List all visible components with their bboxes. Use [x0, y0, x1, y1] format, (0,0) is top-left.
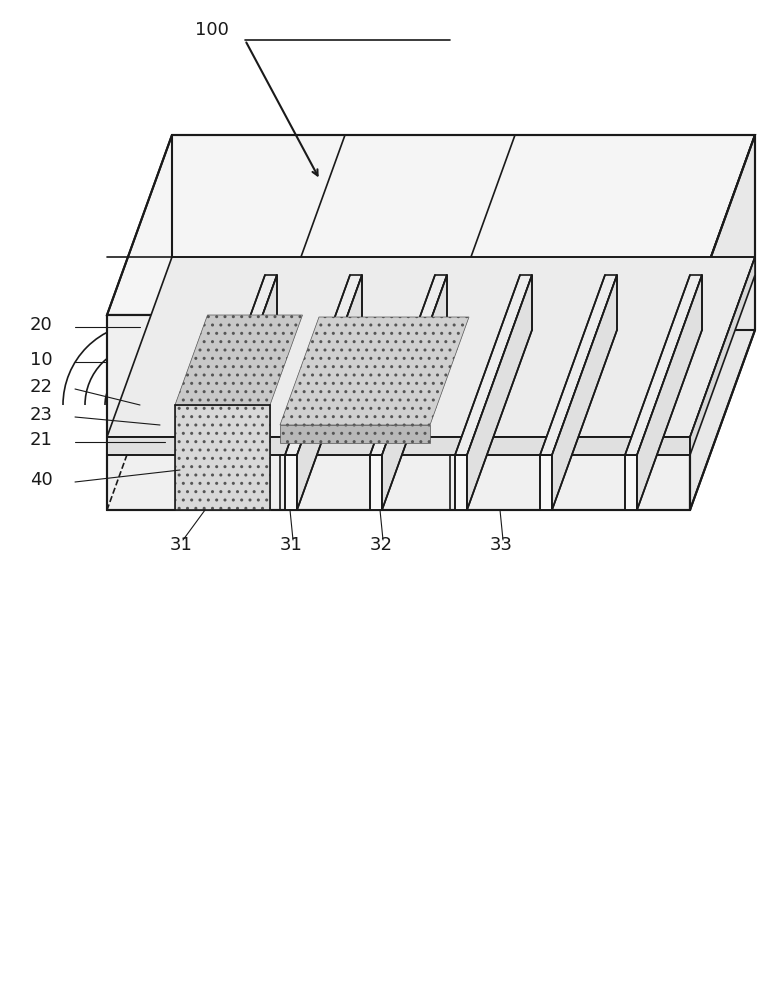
- Polygon shape: [540, 455, 552, 510]
- Polygon shape: [637, 275, 702, 510]
- Polygon shape: [552, 275, 617, 510]
- Polygon shape: [107, 437, 690, 455]
- Polygon shape: [200, 455, 212, 510]
- Polygon shape: [200, 275, 277, 455]
- Polygon shape: [467, 275, 532, 510]
- Text: 31: 31: [170, 536, 193, 554]
- Text: 21: 21: [30, 431, 53, 449]
- Text: 22: 22: [30, 378, 53, 396]
- Text: 32: 32: [370, 536, 393, 554]
- Text: 40: 40: [30, 471, 52, 489]
- Polygon shape: [107, 315, 690, 510]
- Polygon shape: [625, 455, 637, 510]
- Polygon shape: [382, 275, 447, 510]
- Polygon shape: [107, 135, 755, 315]
- Polygon shape: [540, 275, 617, 455]
- Polygon shape: [285, 275, 362, 455]
- Polygon shape: [107, 257, 755, 437]
- Polygon shape: [370, 455, 382, 510]
- Polygon shape: [212, 275, 277, 510]
- Text: 10: 10: [30, 351, 52, 369]
- Text: 100: 100: [195, 21, 229, 39]
- Polygon shape: [455, 455, 467, 510]
- Polygon shape: [175, 405, 270, 510]
- Polygon shape: [690, 257, 755, 455]
- Polygon shape: [280, 317, 469, 425]
- Polygon shape: [280, 425, 430, 443]
- Text: 20: 20: [30, 316, 52, 334]
- Polygon shape: [625, 275, 702, 455]
- Polygon shape: [370, 275, 447, 455]
- Text: 23: 23: [30, 406, 53, 424]
- Polygon shape: [455, 275, 532, 455]
- Text: 33: 33: [490, 536, 513, 554]
- Text: 31: 31: [280, 536, 303, 554]
- Polygon shape: [297, 275, 362, 510]
- Polygon shape: [175, 315, 303, 405]
- Polygon shape: [690, 135, 755, 510]
- Polygon shape: [285, 455, 297, 510]
